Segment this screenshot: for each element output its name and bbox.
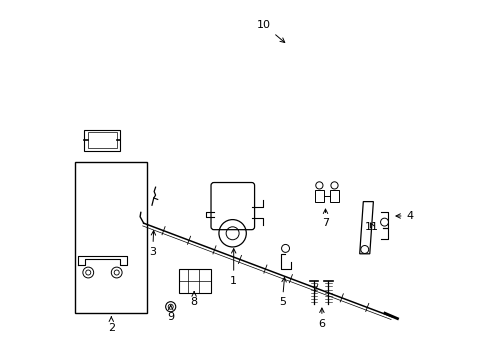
Text: 10: 10 [257,20,284,42]
Bar [75,162,147,313]
Bar [88,132,117,148]
Text: 7: 7 [321,209,328,228]
Text: 4: 4 [395,211,413,221]
Text: 5: 5 [278,278,285,307]
Text: 9: 9 [167,305,174,322]
Text: 3: 3 [149,231,156,257]
Bar [314,190,324,202]
Text: 2: 2 [107,317,115,333]
Text: 6: 6 [318,308,325,329]
Text: 11: 11 [365,222,379,232]
Text: 8: 8 [190,292,197,307]
Bar [84,130,120,151]
Text: 1: 1 [230,249,237,286]
Bar [329,190,339,202]
Bar [179,269,210,293]
